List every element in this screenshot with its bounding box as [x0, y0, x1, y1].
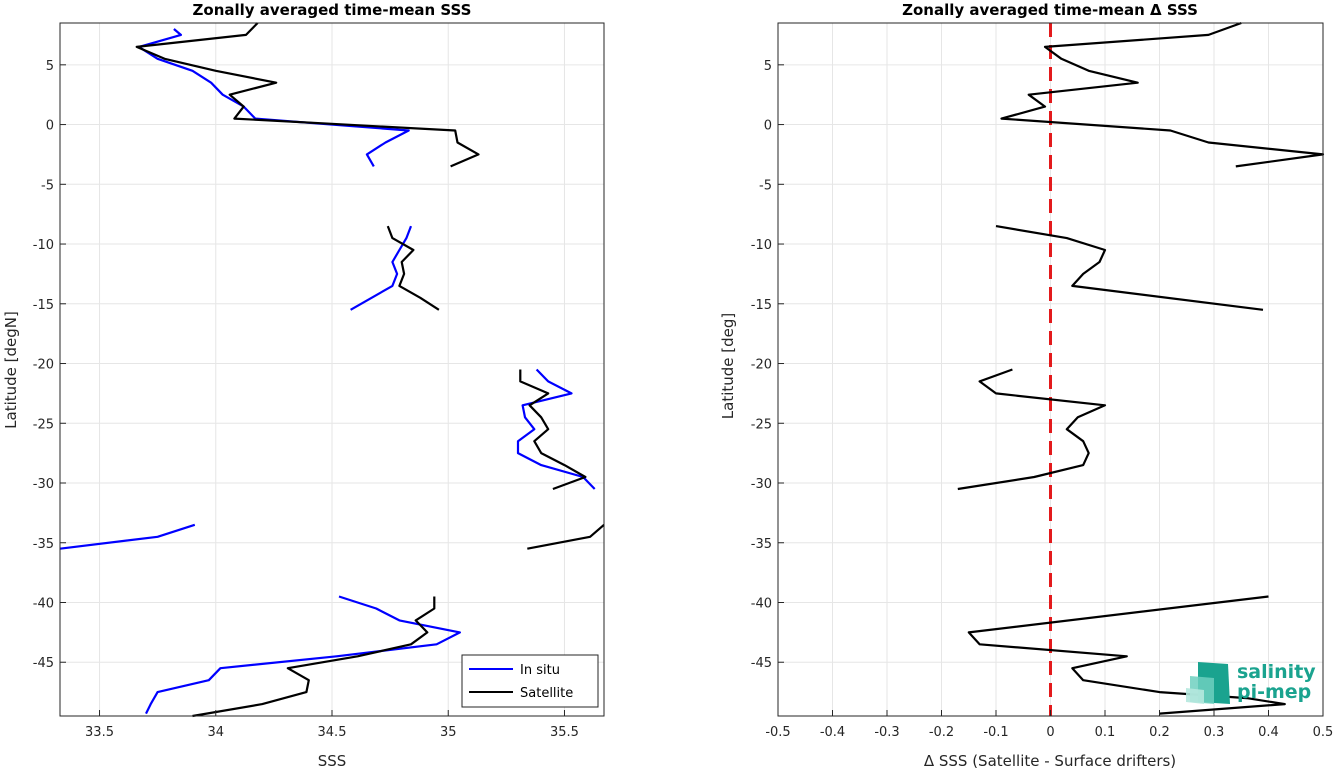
- x-tick-label: -0.3: [874, 725, 899, 740]
- y-tick-label: -40: [33, 596, 54, 611]
- y-tick-label: -20: [751, 358, 772, 373]
- y-tick-label: 5: [764, 59, 772, 74]
- y-tick-label: -10: [33, 238, 54, 253]
- right-x-ticks: -0.5 -0.4 -0.3 -0.2 -0.1 0 0.1 0.2 0.3 0.4 0.5: [765, 710, 1333, 740]
- x-tick-label: 0.5: [1313, 725, 1334, 740]
- series-line-in-situ: [516, 368, 596, 490]
- logo-text-line2: pi-mep: [1237, 681, 1311, 703]
- y-tick-label: 0: [764, 119, 772, 134]
- series-line-delta-sss: [1000, 21, 1325, 168]
- series-line-in-situ: [59, 523, 196, 550]
- series-line-satellite: [519, 369, 587, 491]
- y-tick-label: -25: [33, 417, 54, 432]
- y-tick-label: -40: [751, 596, 772, 611]
- series-line-satellite: [135, 22, 480, 168]
- y-tick-label: -15: [751, 298, 772, 313]
- x-tick-label: 0.1: [1095, 725, 1116, 740]
- y-tick-label: -35: [751, 537, 772, 552]
- x-tick-label: 33.5: [85, 725, 114, 740]
- x-tick-label: -0.5: [765, 725, 790, 740]
- x-tick-label: 34.5: [318, 725, 347, 740]
- right-y-axis-label: Latitude [deg]: [719, 313, 737, 419]
- right-panel: -0.5 -0.4 -0.3 -0.2 -0.1 0 0.1 0.2 0.3 0.4 0.5 50-…: [719, 1, 1333, 769]
- x-tick-label: -0.4: [820, 725, 845, 740]
- right-y-ticks: 5 0 -5 -10 -15 -20 -25 -30 -35 -40 -45: [751, 59, 784, 671]
- right-series-lines: [957, 21, 1325, 715]
- x-tick-label: 34: [207, 725, 224, 740]
- x-tick-label: 0.3: [1204, 725, 1225, 740]
- legend: In situ Satellite: [461, 654, 599, 708]
- logo-mark-icon: [1186, 662, 1230, 704]
- series-line-in-situ: [137, 28, 410, 167]
- y-tick-label: 0: [46, 119, 54, 134]
- salinity-pi-mep-logo: salinity pi-mep: [1186, 661, 1316, 704]
- series-line-in-situ: [350, 225, 413, 311]
- series-line-delta-sss: [995, 225, 1264, 311]
- left-chart-title: Zonally averaged time-mean SSS: [193, 1, 472, 19]
- legend-box: [461, 654, 599, 708]
- left-x-axis-label: SSS: [318, 752, 347, 769]
- y-tick-label: -45: [751, 656, 772, 671]
- left-grid: [60, 23, 604, 716]
- y-tick-label: -30: [33, 477, 54, 492]
- left-y-axis-label: Latitude [degN]: [2, 311, 20, 429]
- legend-label-satellite: Satellite: [520, 686, 573, 701]
- y-tick-label: -45: [33, 656, 54, 671]
- x-tick-label: 0.2: [1149, 725, 1170, 740]
- left-series-lines: [59, 22, 605, 718]
- y-tick-label: -5: [41, 178, 54, 193]
- y-tick-label: 5: [46, 59, 54, 74]
- logo-text-line1: salinity: [1237, 661, 1316, 683]
- y-tick-label: -20: [33, 358, 54, 373]
- series-line-in-situ: [145, 595, 461, 715]
- x-tick-label: 0.4: [1258, 725, 1279, 740]
- x-tick-label: 35.5: [550, 725, 579, 740]
- y-tick-label: -5: [759, 178, 772, 193]
- x-tick-label: -0.2: [929, 725, 954, 740]
- series-line-satellite: [192, 596, 436, 718]
- left-y-ticks: 5 0 -5 -10 -15 -20 -25 -30 -35 -40 -45: [33, 59, 66, 671]
- series-line-delta-sss: [957, 368, 1107, 491]
- left-x-ticks: 33.5 34 34.5 35 35.5: [85, 710, 579, 740]
- series-line-satellite: [527, 523, 605, 550]
- series-line-satellite: [386, 225, 440, 311]
- y-tick-label: -35: [33, 537, 54, 552]
- y-tick-label: -25: [751, 417, 772, 432]
- right-chart-title: Zonally averaged time-mean Δ SSS: [902, 1, 1198, 19]
- legend-label-in-situ: In situ: [520, 663, 560, 678]
- x-tick-label: -0.1: [983, 725, 1008, 740]
- y-tick-label: -10: [751, 238, 772, 253]
- x-tick-label: 35: [440, 725, 457, 740]
- right-grid: [777, 23, 1324, 716]
- left-panel: 33.5 34 34.5 35 35.5 5 0 -5 -10 -15 -20 -25 -30 -35 -…: [2, 1, 605, 769]
- y-tick-label: -15: [33, 298, 54, 313]
- y-tick-label: -30: [751, 477, 772, 492]
- right-x-axis-label: Δ SSS (Satellite - Surface drifters): [924, 752, 1176, 769]
- x-tick-label: 0: [1046, 725, 1054, 740]
- series-line-delta-sss: [967, 595, 1286, 715]
